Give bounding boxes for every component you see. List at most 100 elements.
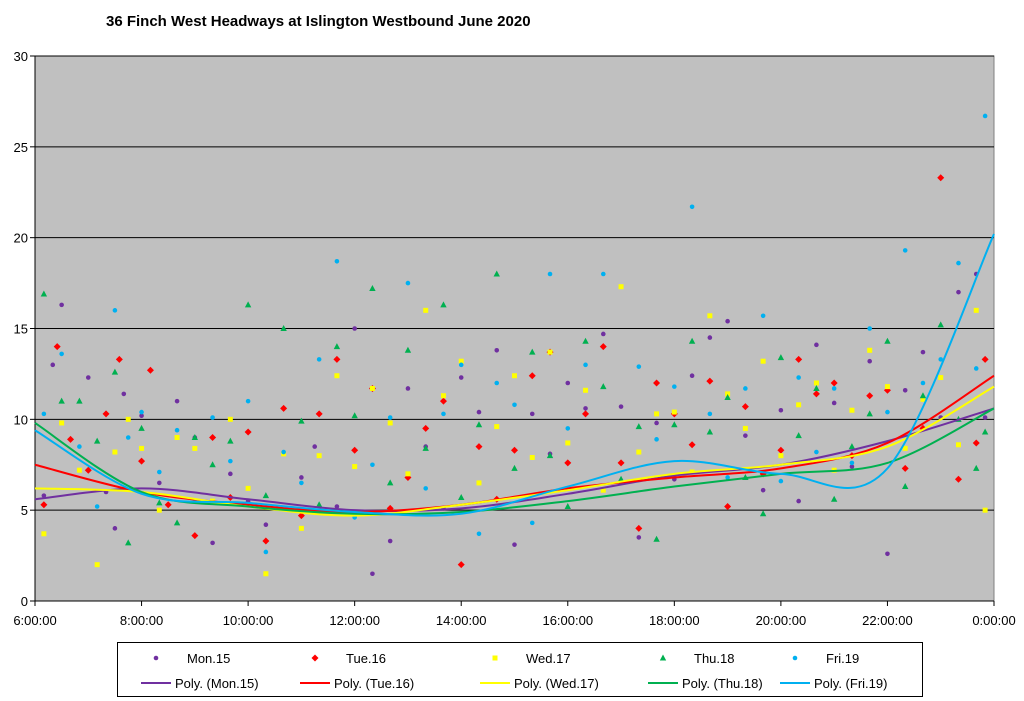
- data-point: [617, 475, 625, 482]
- legend-label: Poly. (Mon.15): [175, 675, 259, 691]
- data-point: [334, 373, 340, 379]
- data-point: [512, 402, 517, 408]
- data-point: [387, 420, 393, 426]
- data-point: [813, 384, 820, 391]
- data-point: [298, 525, 304, 531]
- legend-item: Poly. (Thu.18): [648, 673, 763, 693]
- data-point: [299, 475, 304, 480]
- data-point: [299, 480, 304, 486]
- series-thu-18: [40, 270, 989, 546]
- data-point: [440, 393, 446, 399]
- data-point: [85, 375, 91, 380]
- data-point: [725, 318, 730, 324]
- y-tick-label: 5: [21, 503, 28, 518]
- data-point: [263, 549, 269, 555]
- data-point: [174, 427, 180, 433]
- legend-label: Poly. (Tue.16): [334, 675, 415, 691]
- data-point: [884, 384, 890, 390]
- data-point: [885, 409, 890, 415]
- data-point: [40, 290, 48, 297]
- data-point: [654, 437, 659, 442]
- data-points: [40, 113, 989, 577]
- data-point: [902, 248, 908, 253]
- data-point: [281, 449, 286, 455]
- x-tick-label: 6:00:00: [13, 613, 56, 628]
- legend-label: Fri.19: [826, 650, 860, 666]
- data-point: [831, 386, 837, 391]
- data-point: [125, 416, 131, 422]
- data-point: [511, 446, 518, 454]
- data-point: [439, 397, 447, 405]
- data-point: [58, 397, 65, 404]
- data-point: [441, 411, 446, 417]
- data-point: [493, 270, 500, 277]
- data-point: [760, 313, 766, 319]
- data-point: [112, 308, 118, 313]
- data-point: [262, 492, 270, 499]
- data-point: [635, 423, 643, 430]
- data-point: [315, 501, 323, 508]
- data-point: [316, 453, 322, 459]
- x-axis: 6:00:00 8:00:00 10:00:00 12:00:00 14:00:00 16…: [13, 600, 1016, 628]
- data-point: [164, 501, 172, 509]
- data-point: [387, 415, 393, 420]
- data-point: [528, 372, 536, 380]
- data-point: [174, 435, 180, 440]
- data-point: [40, 501, 48, 509]
- data-point: [981, 355, 989, 363]
- data-point: [53, 343, 61, 351]
- data-point: [351, 446, 359, 454]
- data-point: [333, 355, 341, 363]
- data-point: [973, 307, 979, 313]
- data-point: [564, 503, 571, 510]
- data-point: [866, 410, 873, 417]
- data-point: [245, 398, 251, 404]
- data-point: [920, 380, 926, 386]
- data-point: [812, 390, 820, 398]
- legend-item: Tue.16: [310, 648, 386, 668]
- legend-label: Tue.16: [346, 650, 386, 666]
- data-point: [778, 478, 784, 484]
- y-tick-label: 10: [14, 412, 28, 427]
- data-point: [582, 410, 590, 418]
- data-point: [422, 424, 430, 432]
- legend-marker: [792, 655, 798, 661]
- legend-line: [648, 682, 678, 684]
- data-point: [830, 379, 838, 387]
- data-point: [795, 355, 803, 363]
- data-point: [600, 331, 606, 337]
- data-point: [706, 428, 714, 435]
- data-point: [529, 411, 535, 417]
- y-tick-label: 30: [14, 49, 28, 64]
- data-point: [440, 301, 447, 308]
- data-point: [955, 442, 961, 448]
- legend-item: Poly. (Fri.19): [780, 673, 887, 693]
- data-point: [707, 313, 713, 319]
- data-point: [796, 402, 802, 408]
- data-point: [973, 366, 979, 371]
- trendlines: [34, 233, 995, 517]
- data-point: [654, 420, 659, 426]
- data-point: [796, 375, 801, 380]
- data-point: [112, 526, 118, 531]
- data-point: [111, 368, 119, 375]
- data-point: [583, 362, 588, 368]
- trendline: [34, 385, 995, 517]
- data-point: [157, 469, 162, 475]
- legend-marker-shape: [792, 655, 798, 661]
- legend-label: Thu.18: [694, 650, 735, 666]
- data-point: [227, 416, 233, 422]
- data-point: [867, 358, 872, 364]
- series-tue-16: [40, 174, 989, 569]
- data-point: [902, 483, 909, 490]
- data-point: [671, 421, 678, 428]
- data-point: [547, 271, 553, 277]
- data-point: [618, 404, 624, 409]
- data-point: [280, 404, 288, 412]
- x-tick-label: 8:00:00: [120, 613, 163, 628]
- data-point: [814, 449, 819, 455]
- data-point: [529, 520, 535, 526]
- data-point: [937, 174, 945, 182]
- data-point: [84, 466, 92, 474]
- data-point: [778, 453, 784, 459]
